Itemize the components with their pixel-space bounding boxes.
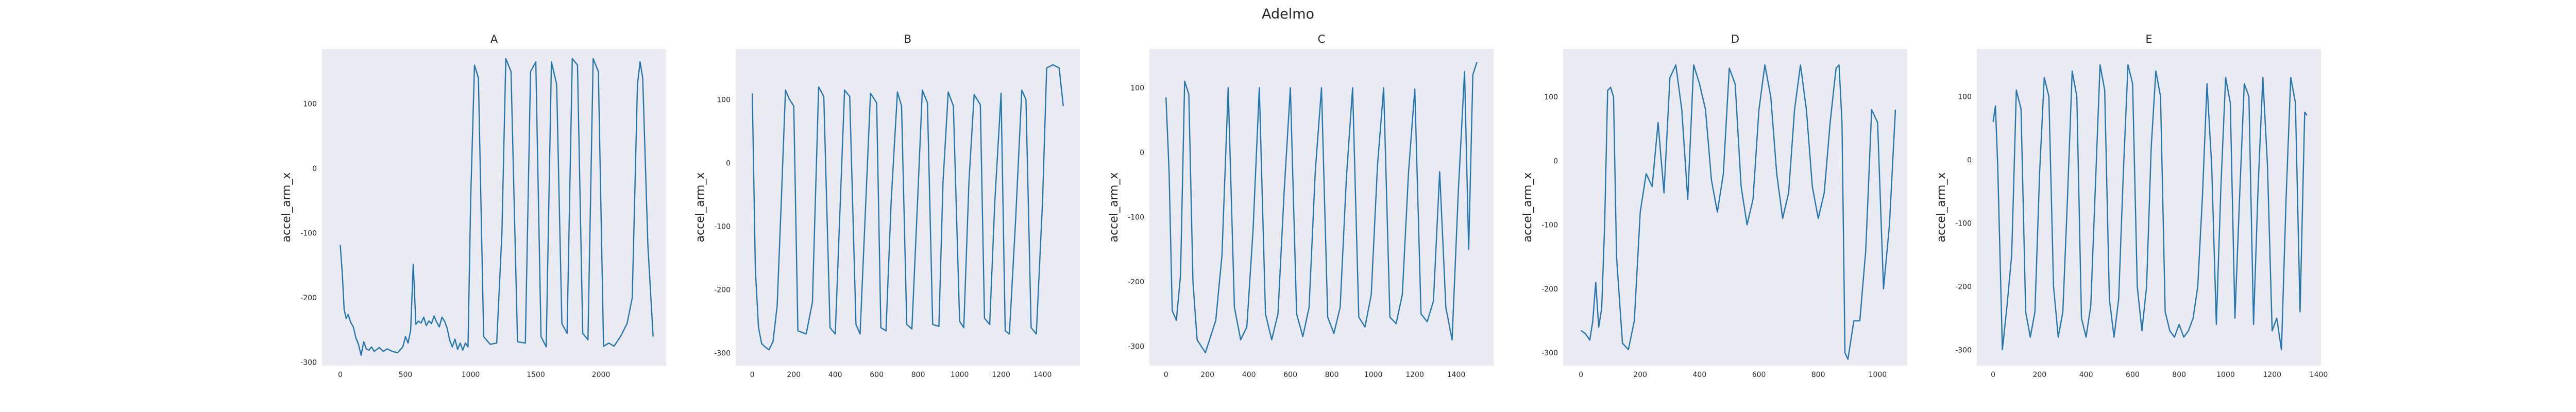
x-tick-label: 1000: [462, 371, 480, 379]
x-tick-label: 1400: [2310, 371, 2328, 379]
x-tick-label: 400: [1693, 371, 1707, 379]
y-tick-label: -200: [300, 294, 317, 302]
x-tick-label: 500: [399, 371, 413, 379]
plot-area: [736, 49, 1080, 366]
x-tick-label: 600: [1283, 371, 1297, 379]
x-tick-label: 600: [870, 371, 884, 379]
x-tick-label: 0: [338, 371, 343, 379]
x-tick-label: 0: [1991, 371, 1995, 379]
x-tick-label: 400: [1242, 371, 1256, 379]
x-tick-label: 1000: [951, 371, 969, 379]
x-tick-label: 400: [828, 371, 842, 379]
y-axis-label: accel_arm_x: [694, 173, 707, 243]
x-tick-label: 1400: [1447, 371, 1466, 379]
x-tick-label: 1200: [2263, 371, 2281, 379]
y-tick-label: -100: [1955, 219, 1972, 228]
x-tick-label: 200: [1633, 371, 1647, 379]
x-tick-label: 600: [1752, 371, 1766, 379]
x-tick-label: 800: [911, 371, 925, 379]
y-tick-label: -100: [1541, 221, 1558, 230]
y-tick-label: 0: [1140, 149, 1144, 157]
x-tick-label: 2000: [592, 371, 611, 379]
x-tick-label: 0: [1164, 371, 1168, 379]
x-tick-label: 0: [1579, 371, 1583, 379]
figure-title: Adelmo: [1262, 6, 1314, 22]
y-tick-label: 100: [303, 100, 317, 109]
x-tick-label: 0: [750, 371, 755, 379]
series-line: [1580, 64, 1896, 360]
y-tick-label: -100: [714, 222, 731, 231]
y-axis-label: accel_arm_x: [1108, 173, 1121, 243]
x-tick-label: 200: [1200, 371, 1214, 379]
x-tick-label: 1200: [1405, 371, 1424, 379]
x-tick-label: 1000: [2216, 371, 2235, 379]
y-tick-label: -300: [300, 359, 317, 367]
y-tick-label: -300: [1128, 342, 1144, 351]
y-tick-label: -200: [1128, 278, 1144, 286]
y-tick-label: 100: [717, 96, 731, 104]
y-tick-label: -300: [1541, 349, 1558, 357]
y-tick-label: 100: [1544, 93, 1558, 101]
y-tick-label: -200: [1955, 283, 1972, 291]
y-tick-label: -100: [1128, 213, 1144, 221]
y-axis-label: accel_arm_x: [1935, 173, 1948, 243]
x-tick-label: 1200: [992, 371, 1010, 379]
x-tick-label: 800: [2172, 371, 2186, 379]
subplot-title: B: [904, 33, 911, 45]
x-tick-label: 1500: [527, 371, 545, 379]
y-tick-label: 100: [1130, 84, 1144, 92]
x-tick-label: 600: [2126, 371, 2140, 379]
subplot-title: E: [2145, 33, 2152, 45]
y-tick-label: 0: [1553, 157, 1558, 165]
x-tick-label: 400: [2079, 371, 2093, 379]
x-tick-label: 1000: [1364, 371, 1383, 379]
x-tick-label: 1400: [1033, 371, 1052, 379]
y-tick-label: -200: [1541, 285, 1558, 294]
x-tick-label: 1000: [1869, 371, 1887, 379]
y-tick-label: 0: [726, 159, 731, 167]
subplot-title: C: [1318, 33, 1326, 45]
y-tick-label: 0: [1967, 156, 1972, 164]
x-tick-label: 800: [1811, 371, 1825, 379]
y-axis-label: accel_arm_x: [1521, 173, 1534, 243]
y-tick-label: 0: [312, 165, 317, 173]
y-tick-label: -200: [714, 286, 731, 294]
y-tick-label: -100: [300, 230, 317, 238]
plot-area: [322, 49, 666, 366]
y-tick-label: -300: [714, 349, 731, 357]
series-line: [340, 58, 654, 356]
y-axis-label: accel_arm_x: [280, 173, 293, 243]
x-tick-label: 800: [1325, 371, 1339, 379]
subplot-title: D: [1731, 33, 1739, 45]
series-line: [752, 64, 1064, 351]
series-line: [1165, 61, 1478, 354]
x-tick-label: 200: [787, 371, 801, 379]
subplot-title: A: [490, 33, 498, 45]
series-line: [1992, 64, 2308, 351]
x-tick-label: 200: [2032, 371, 2046, 379]
y-tick-label: 100: [1958, 93, 1972, 101]
plot-area: [1563, 49, 1907, 366]
y-tick-label: -300: [1955, 346, 1972, 354]
